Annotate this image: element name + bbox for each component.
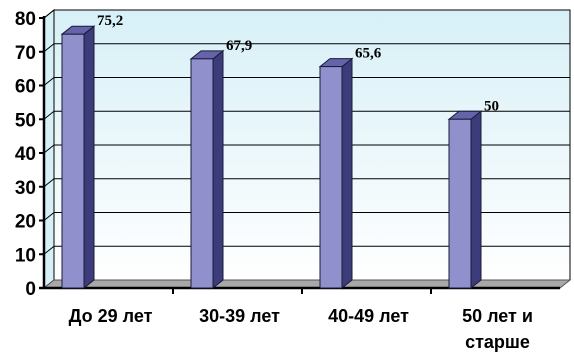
data-label: 50 — [484, 98, 499, 114]
bar-front — [190, 58, 214, 289]
y-tick-label: 80 — [15, 9, 36, 30]
y-tick-label: 20 — [15, 212, 36, 233]
x-tick-label: 40-49 лет — [328, 306, 409, 326]
bar — [189, 49, 225, 290]
bar-front — [61, 33, 85, 289]
x-tick-label: 30-39 лет — [199, 306, 280, 326]
y-tick-label: 60 — [15, 77, 36, 98]
data-label: 67,9 — [226, 38, 252, 54]
bar-side — [470, 110, 482, 290]
x-tick-label: 50 лет и — [462, 306, 533, 326]
bar — [60, 25, 96, 290]
y-tick-label: 70 — [15, 43, 36, 64]
x-tick-label: До 29 лет — [69, 306, 153, 326]
gridline-depth — [43, 245, 55, 255]
x-tick-label: старше — [465, 332, 530, 352]
gridline-depth — [43, 9, 55, 19]
data-label: 65,6 — [355, 46, 382, 62]
bar-side — [83, 25, 95, 290]
gridline-depth — [43, 144, 55, 154]
gridline-depth — [43, 178, 55, 188]
gridline-depth — [43, 110, 55, 120]
gridline-depth — [43, 77, 55, 86]
data-label: 75,2 — [97, 13, 123, 29]
y-tick-label: 10 — [15, 245, 36, 266]
bar-side — [341, 57, 353, 290]
bar-side — [212, 49, 224, 290]
y-tick-label: 0 — [25, 279, 36, 300]
gridline-depth — [43, 212, 55, 221]
bar-front — [448, 118, 472, 289]
bar — [447, 110, 483, 290]
bar — [318, 57, 354, 290]
y-tick-label: 30 — [15, 178, 36, 199]
y-tick-label: 40 — [15, 144, 36, 165]
y-tick-label: 50 — [15, 110, 36, 131]
bar-front — [319, 66, 343, 289]
gridline-depth — [43, 43, 55, 53]
